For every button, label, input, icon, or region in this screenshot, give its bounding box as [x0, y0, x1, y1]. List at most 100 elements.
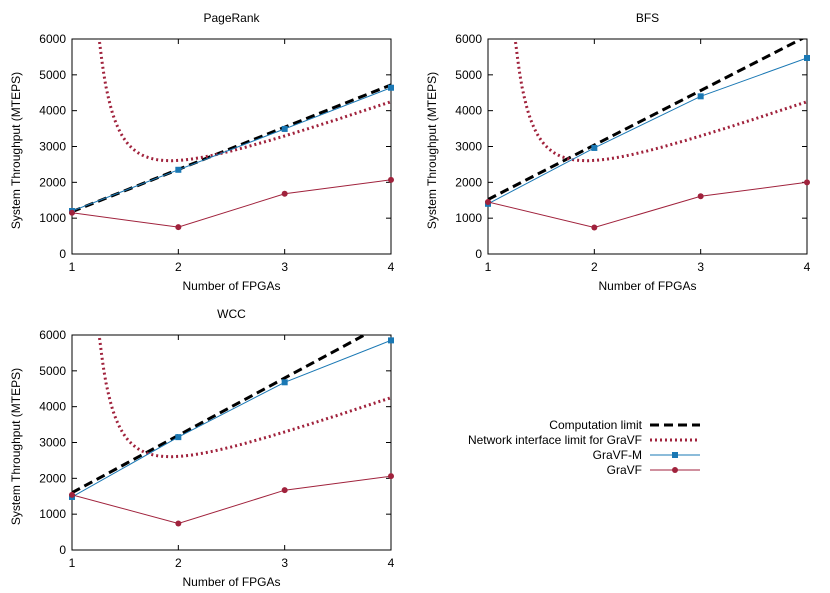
plot-frame: [487, 38, 808, 255]
series-gravf-m: [488, 57, 807, 205]
series-gravf-m: [72, 339, 391, 498]
series-line: [488, 57, 807, 205]
x-axis-label: Number of FPGAs: [598, 279, 696, 293]
data-point-circle: [281, 487, 288, 494]
data-point-circle: [485, 199, 491, 206]
y-tick-label: 0: [59, 543, 66, 557]
series-computation-limit: [72, 335, 368, 495]
x-axis-label: Number of FPGAs: [182, 575, 280, 589]
series-line: [72, 475, 391, 525]
chart-wcc: WCC 0 1000 2000 3000 4000 5000 6000 1 2 3 4 Number o…: [9, 307, 395, 589]
data-point-square: [388, 84, 394, 91]
y-tick-label: 2000: [455, 175, 482, 189]
chart-title: WCC: [217, 307, 246, 321]
x-tick-label: 3: [697, 260, 704, 274]
x-tick-label: 4: [388, 260, 395, 274]
y-tick-label: 4000: [39, 104, 66, 118]
y-tick-label: 1000: [39, 507, 66, 521]
x-tick-label: 4: [804, 260, 811, 274]
legend-label: GraVF-M: [593, 448, 642, 462]
x-tick-label: 2: [175, 260, 182, 274]
data-point-circle: [388, 176, 394, 183]
series-gravf: [72, 475, 391, 525]
x-tick-label: 3: [281, 260, 288, 274]
data-point-square: [175, 434, 182, 441]
series-line: [488, 181, 807, 229]
legend-item: GraVF: [607, 463, 700, 477]
y-tick-label: 6000: [39, 32, 66, 46]
data-point-square: [175, 166, 182, 173]
data-point-square: [591, 144, 598, 151]
data-point-square: [697, 93, 704, 100]
series-network-interface-limit-for-gravf: [97, 39, 391, 163]
x-axis-label: Number of FPGAs: [182, 279, 280, 293]
data-point-circle: [591, 224, 598, 231]
legend-item: Network interface limit for GraVF: [468, 433, 700, 447]
x-tick-label: 2: [175, 556, 182, 570]
chart-title: BFS: [636, 11, 659, 25]
series-gravf: [72, 179, 391, 228]
y-tick-label: 5000: [455, 68, 482, 82]
y-tick-label: 4000: [39, 400, 66, 414]
series-line: [97, 39, 391, 163]
y-tick-label: 6000: [39, 328, 66, 342]
x-tick-label: 2: [591, 260, 598, 274]
x-tick-label: 3: [281, 556, 288, 570]
series-line: [72, 87, 391, 212]
data-point-circle: [175, 520, 182, 527]
legend-label: GraVF: [607, 463, 642, 477]
series-network-interface-limit-for-gravf: [97, 335, 391, 459]
y-tick-label: 3000: [39, 436, 66, 450]
legend-item: GraVF-M: [593, 448, 700, 462]
y-tick-label: 3000: [39, 140, 66, 154]
data-point-circle: [69, 491, 75, 498]
chart-bfs: BFS 0 1000 2000 3000 4000 5000 6000 1 2 3 4 Number o…: [425, 11, 811, 293]
legend-label: Network interface limit for GraVF: [468, 433, 642, 447]
chart-title: PageRank: [203, 11, 260, 25]
data-point-circle: [281, 190, 288, 197]
plot-frame: [71, 38, 392, 255]
x-tick-label: 1: [69, 260, 76, 274]
y-tick-label: 2000: [39, 175, 66, 189]
series-computation-limit: [488, 39, 805, 201]
data-point-square: [281, 379, 288, 386]
y-tick-label: 1000: [39, 211, 66, 225]
series-line: [488, 39, 805, 201]
data-point-circle: [804, 179, 810, 186]
y-tick-label: 2000: [39, 471, 66, 485]
series-network-interface-limit-for-gravf: [513, 39, 807, 163]
legend-label: Computation limit: [549, 418, 642, 432]
y-axis-label: System Throughput (MTEPS): [9, 72, 23, 229]
data-point-square: [804, 54, 810, 61]
series-line: [72, 335, 368, 495]
data-point-square: [281, 125, 288, 132]
series-line: [513, 39, 807, 163]
series-line: [72, 179, 391, 228]
series-line: [97, 335, 391, 459]
x-tick-label: 4: [388, 556, 395, 570]
legend-marker-square: [672, 452, 678, 458]
y-axis-label: System Throughput (MTEPS): [425, 72, 439, 229]
y-tick-label: 1000: [455, 211, 482, 225]
data-point-square: [388, 337, 394, 344]
chart-pagerank: PageRank 0 1000 2000 3000 4000 5000 6000 1 2 3 4 Num…: [9, 11, 395, 293]
legend-item: Computation limit: [549, 418, 700, 432]
data-point-circle: [697, 193, 704, 200]
data-point-circle: [175, 224, 182, 231]
x-tick-label: 1: [69, 556, 76, 570]
y-tick-label: 5000: [39, 364, 66, 378]
plot-frame: [71, 334, 392, 551]
y-tick-label: 5000: [39, 68, 66, 82]
series-gravf: [488, 181, 807, 229]
y-tick-label: 4000: [455, 104, 482, 118]
y-tick-label: 6000: [455, 32, 482, 46]
legend-marker-circle: [672, 467, 678, 473]
y-axis-label: System Throughput (MTEPS): [9, 368, 23, 525]
y-tick-label: 0: [475, 247, 482, 261]
y-tick-label: 0: [59, 247, 66, 261]
series-line: [72, 339, 391, 498]
x-tick-label: 1: [485, 260, 492, 274]
data-point-circle: [69, 209, 75, 216]
